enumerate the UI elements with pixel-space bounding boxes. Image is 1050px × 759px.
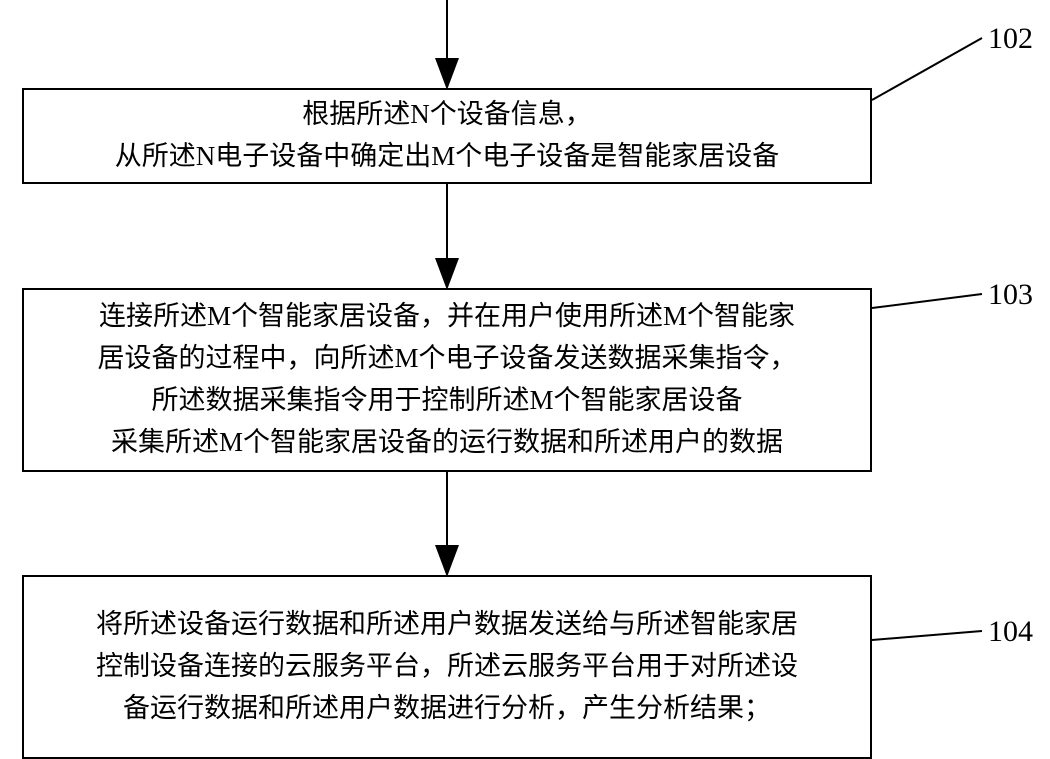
leader-line-3 xyxy=(0,0,1050,700)
step-label-104: 104 xyxy=(988,615,1033,649)
flowchart-canvas: 根据所述N个设备信息， 从所述N电子设备中确定出M个电子设备是智能家居设备 连接… xyxy=(0,0,1050,700)
step-label-102: 102 xyxy=(988,22,1033,56)
step-label-103: 103 xyxy=(988,278,1033,312)
